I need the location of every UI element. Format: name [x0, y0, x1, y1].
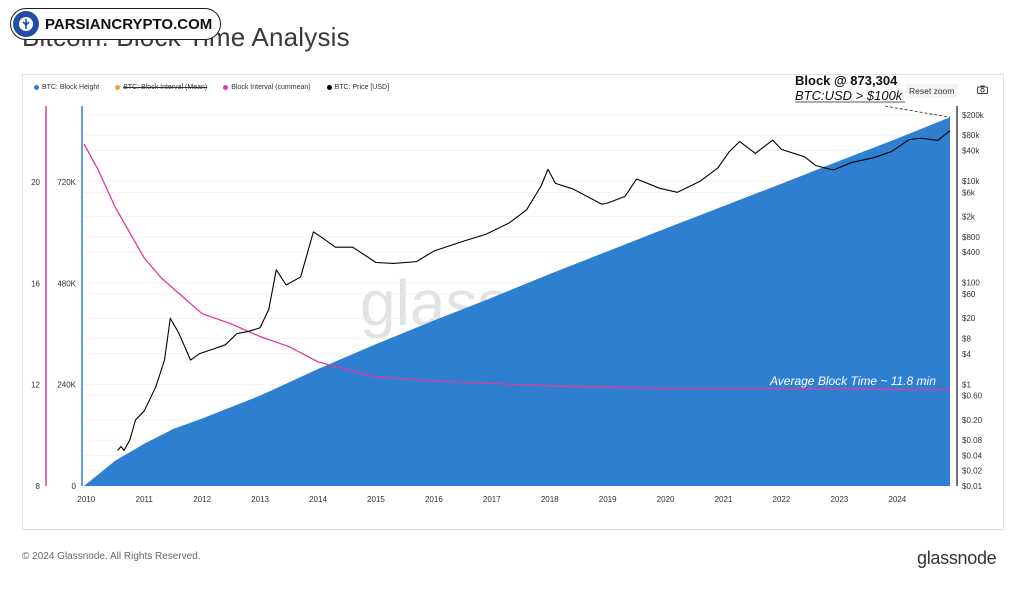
y-tick-label-price: $10k [962, 177, 980, 186]
y-tick-label-height: 0 [72, 482, 77, 491]
y-tick-label-price: $0.04 [962, 451, 983, 460]
legend-item-block-interval-cummean[interactable]: Block Interval (cummean) [223, 84, 311, 91]
x-tick-label: 2017 [483, 495, 501, 504]
y-tick-label-price: $400 [962, 248, 980, 257]
legend-label: BTC: Block Interval (Mean) [123, 84, 208, 91]
legend-label: BTC: Block Height [42, 84, 100, 91]
y-tick-label-interval: 20 [31, 178, 40, 187]
y-tick-label-price: $0.02 [962, 467, 983, 476]
logo-text: PARSIANCRYPTO.COM [45, 15, 213, 33]
price-annotation: BTC:USD > $100k [795, 88, 903, 103]
y-tick-label-price: $6k [962, 188, 976, 197]
x-tick-label: 2015 [367, 495, 385, 504]
y-tick-label-price: $0.20 [962, 416, 983, 425]
y-tick-label-price: $100 [962, 279, 980, 288]
legend-item-price[interactable]: BTC: Price [USD] [326, 84, 390, 91]
y-tick-label-price: $80k [962, 131, 980, 140]
logo-icon [13, 11, 39, 37]
x-tick-label: 2024 [888, 495, 906, 504]
y-tick-label-interval: 8 [36, 482, 41, 491]
x-tick-label: 2016 [425, 495, 443, 504]
avg-block-time-annotation: Average Block Time ~ 11.8 min [770, 374, 936, 388]
x-tick-label: 2011 [136, 495, 154, 504]
x-tick-label: 2010 [77, 495, 95, 504]
series-block-height-area [84, 117, 950, 487]
y-tick-label-price: $60 [962, 290, 976, 299]
block-annotation: Block @ 873,304 [795, 73, 898, 88]
y-tick-label-height: 240K [57, 381, 76, 390]
y-tick-label-price: $40k [962, 146, 980, 155]
legend-swatch [34, 85, 39, 90]
y-tick-label-price: $0.60 [962, 392, 983, 401]
legend-item-block-height[interactable]: BTC: Block Height [34, 84, 99, 91]
legend-swatch [115, 85, 121, 90]
x-tick-label: 2014 [309, 495, 327, 504]
y-tick-label-interval: 16 [31, 279, 40, 288]
y-tick-label-price: $0.08 [962, 436, 983, 445]
y-tick-label-height: 720K [57, 178, 76, 187]
x-tick-label: 2019 [599, 495, 617, 504]
y-tick-label-price: $4 [962, 350, 971, 359]
y-tick-label-height: 480K [57, 279, 76, 288]
series-block-interval-cummean-line [83, 143, 950, 391]
x-tick-label: 2023 [830, 495, 848, 504]
y-tick-label-price: $200k [962, 111, 985, 120]
y-tick-label-price: $1 [962, 380, 971, 389]
x-tick-label: 2022 [773, 495, 791, 504]
legend-swatch [223, 85, 229, 90]
x-tick-label: 2013 [251, 495, 269, 504]
y-tick-label-price: $800 [962, 233, 980, 242]
x-tick-label: 2020 [657, 495, 675, 504]
chart-legend: BTC: Block Height BTC: Block Interval (M… [34, 84, 389, 91]
reset-zoom-button[interactable]: Reset zoom [905, 84, 959, 98]
series-price-line [117, 130, 951, 452]
camera-icon[interactable] [977, 85, 988, 94]
legend-item-block-interval-mean[interactable]: BTC: Block Interval (Mean) [115, 84, 207, 91]
y-tick-label-price: $20 [962, 314, 976, 323]
y-tick-label-price: $8 [962, 334, 971, 343]
x-tick-label: 2018 [541, 495, 559, 504]
legend-label: BTC: Price [USD] [334, 84, 390, 91]
x-tick-label: 2012 [193, 495, 211, 504]
x-tick-label: 2021 [715, 495, 733, 504]
brand-logo-text: glassnode [917, 548, 997, 568]
copyright-footer: © 2024 Glassnode. All Rights Reserved. [22, 551, 201, 562]
y-tick-label-price: $2k [962, 213, 976, 222]
y-tick-label-interval: 12 [31, 381, 40, 390]
site-logo: PARSIANCRYPTO.COM [10, 8, 222, 40]
legend-label: Block Interval (cummean) [231, 84, 311, 91]
legend-swatch [326, 85, 332, 90]
annotation-connector [884, 105, 951, 118]
y-tick-label-price: $0.01 [962, 482, 983, 491]
